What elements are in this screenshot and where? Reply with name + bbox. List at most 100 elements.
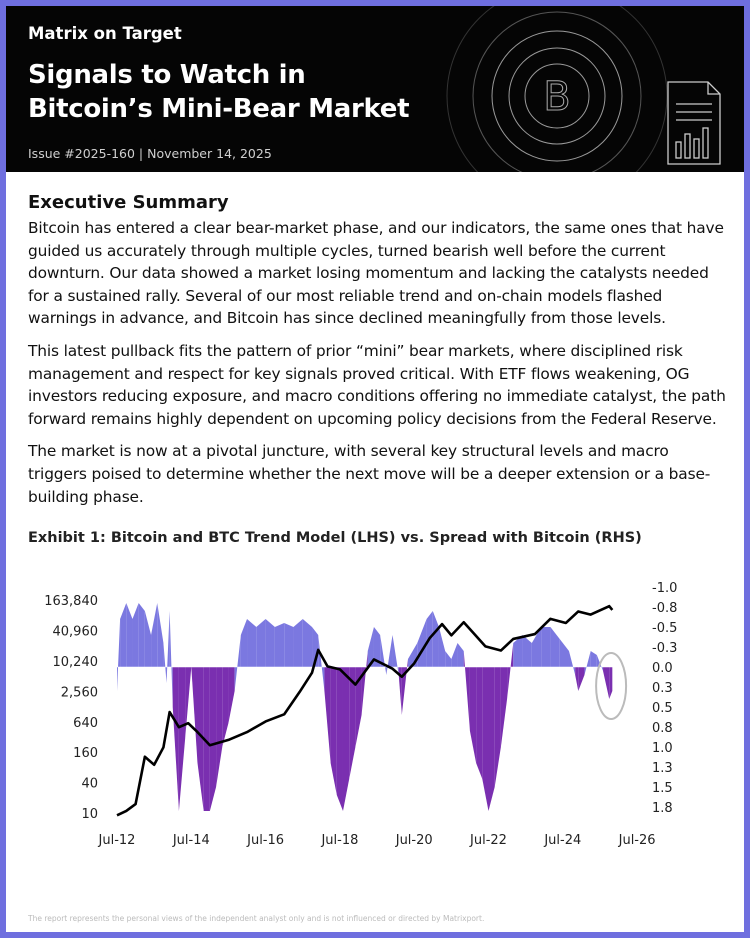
x-axis-tick: Jul-12 [98, 833, 136, 848]
right-axis-tick: 1.3 [652, 761, 673, 776]
spread-area-segment [513, 635, 523, 667]
x-axis-tick: Jul-24 [543, 833, 581, 848]
bitcoin-price-line [116, 604, 614, 817]
spread-area-segment [590, 651, 597, 667]
spread-area-segment [126, 603, 133, 667]
spread-area-segment [550, 627, 560, 667]
title-line: Bitcoin’s Mini-Bear Market [28, 94, 410, 124]
spread-area-segment [163, 643, 167, 683]
spread-area-segment [157, 603, 164, 667]
spread-area-segment [445, 651, 452, 667]
spread-area-segment [575, 667, 579, 691]
spread-area-segment [349, 667, 356, 779]
right-axis-tick: -0.8 [652, 601, 677, 616]
spread-area-segment [432, 611, 439, 667]
spread-area-segment [144, 611, 152, 667]
spread-area-segment [172, 667, 179, 811]
spread-area-segment [438, 627, 446, 667]
spread-area-segment [302, 619, 313, 667]
spread-area-segment [284, 623, 294, 667]
spread-area-segment [151, 603, 158, 667]
spread-area-segment [178, 667, 186, 811]
spread-area-segment [117, 619, 121, 691]
spread-area-segment [293, 619, 303, 667]
spread-area-segment [247, 619, 257, 667]
svg-text:B: B [543, 74, 570, 120]
spread-area-segment [318, 635, 325, 691]
left-axis-tick: 640 [73, 716, 98, 731]
spread-area-segment [500, 667, 508, 747]
spread-area-segment [240, 619, 248, 667]
x-axis-tick: Jul-22 [469, 833, 507, 848]
spread-area-segment [476, 667, 483, 779]
x-axis-tick: Jul-26 [618, 833, 656, 848]
spread-area-segment [209, 667, 217, 811]
spread-area-segment [398, 667, 402, 715]
spread-area-segment [234, 635, 241, 691]
spread-area-segment [336, 667, 343, 811]
spread-area-segment [386, 635, 393, 675]
spread-area-segment [380, 635, 387, 675]
issue-info: Issue #2025-160 | November 14, 2025 [28, 146, 272, 161]
x-axis-tick: Jul-20 [395, 833, 433, 848]
paragraph: Bitcoin has entered a clear bear-market … [28, 219, 724, 328]
spread-area-segment [392, 635, 399, 675]
x-axis-tick: Jul-14 [172, 833, 210, 848]
spread-area-segment [469, 667, 477, 763]
spread-area-segment [463, 651, 470, 731]
spread-area-segment [361, 651, 368, 715]
spread-area-segment [138, 603, 145, 667]
spread-area-segment [451, 643, 458, 667]
right-axis-tick: -0.3 [652, 641, 677, 656]
spread-area-segment [584, 651, 591, 675]
spread-area-segment [522, 635, 532, 667]
spread-area-segment [609, 667, 613, 699]
x-axis-tick: Jul-16 [246, 833, 284, 848]
disclaimer: The report represents the personal views… [28, 914, 485, 923]
spread-area-segment [228, 667, 235, 723]
report-title: Signals to Watch in Bitcoin’s Mini-Bear … [28, 58, 410, 126]
paragraph: The market is now at a pivotal juncture,… [28, 442, 711, 506]
spread-area-segment [324, 667, 331, 763]
spread-area-segment [265, 619, 275, 667]
brand-name: Matrix on Target [28, 24, 182, 43]
x-axis-tick: Jul-18 [320, 833, 358, 848]
spread-area-segment [166, 611, 170, 683]
exhibit-title: Exhibit 1: Bitcoin and BTC Trend Model (… [28, 530, 642, 546]
spread-area-segment [203, 667, 210, 811]
spread-area-segment [132, 603, 139, 667]
spread-area-segment [559, 639, 569, 667]
spread-area-segment [185, 667, 192, 739]
right-axis-tick: 0.0 [652, 661, 673, 676]
spread-area-segment [488, 667, 495, 811]
spread-area-segment [216, 667, 223, 787]
left-axis-tick: 40 [81, 777, 98, 792]
report-page: Matrix on Target Signals to Watch in Bit… [6, 6, 744, 932]
spread-area-segment [274, 623, 285, 667]
bitcoin-rings-icon: B [446, 6, 721, 172]
left-axis-tick: 160 [73, 746, 98, 761]
spread-area-segment [531, 627, 542, 667]
spread-area-segment [120, 603, 127, 667]
spread-area-segment [494, 667, 501, 787]
spread-area-segment [256, 619, 266, 667]
spread-area-segment [330, 667, 337, 795]
spread-area-segment [342, 667, 350, 811]
executive-summary: Executive Summary Bitcoin has entered a … [28, 192, 728, 518]
right-axis-tick: 1.8 [652, 801, 673, 816]
spread-area-segment [541, 627, 551, 667]
right-axis-tick: 1.0 [652, 741, 673, 756]
annotation-circle [595, 652, 628, 720]
spread-area-segment [507, 643, 514, 699]
spread-area-segment [197, 667, 204, 811]
spread-area-segment [457, 643, 464, 667]
spread-area-segment [401, 659, 409, 715]
section-heading: Executive Summary [28, 192, 229, 213]
spread-area-segment [191, 667, 198, 763]
left-axis-tick: 163,840 [44, 594, 98, 609]
spread-area-segment [568, 651, 576, 675]
left-axis-tick: 10 [81, 807, 98, 822]
spread-area-segment [578, 667, 585, 691]
spread-area-segment [355, 667, 362, 747]
right-axis-tick: 0.8 [652, 721, 673, 736]
